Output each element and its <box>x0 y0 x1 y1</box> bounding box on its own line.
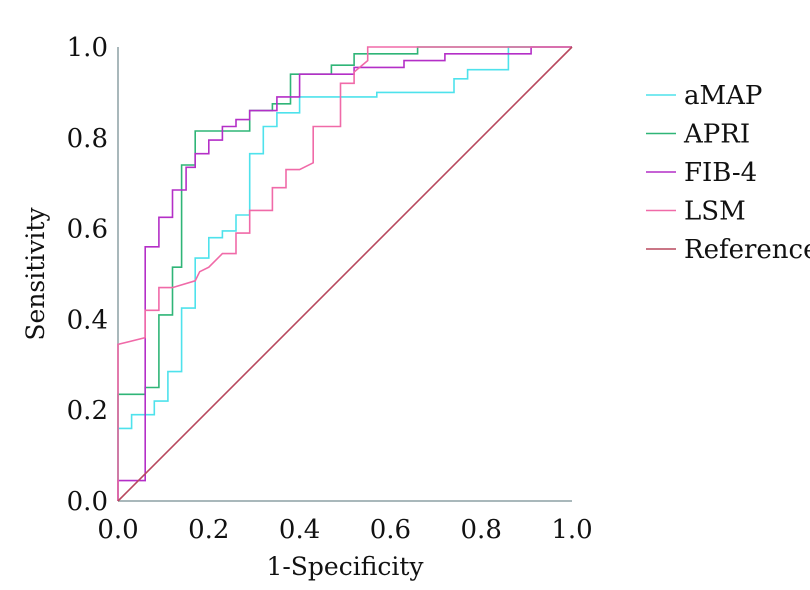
x-tick-label: 0.4 <box>279 515 320 545</box>
plot-lines <box>117 46 573 502</box>
x-tick-label: 1.0 <box>551 515 592 545</box>
legend-label: FIB-4 <box>684 158 757 188</box>
x-tick-label: 0.6 <box>370 515 411 545</box>
y-tick-label: 0.0 <box>67 487 108 517</box>
series-line-apri <box>117 46 572 501</box>
y-tick-label: 1.0 <box>67 33 108 63</box>
x-axis-title: 1-Specificity <box>266 552 424 581</box>
series-line-fib-4 <box>117 46 572 501</box>
y-axis-title: Sensitivity <box>21 207 50 341</box>
y-tick-label: 0.2 <box>67 396 108 426</box>
y-tick-label: 0.8 <box>67 124 108 154</box>
x-tick-label: 0.8 <box>461 515 502 545</box>
y-tick-label: 0.4 <box>67 305 108 335</box>
legend-label: aMAP <box>684 81 762 111</box>
legend: aMAP APRI FIB-4 LSM Reference <box>646 81 810 265</box>
y-tick-labels: 0.0 0.2 0.4 0.6 0.8 1.0 <box>67 33 108 517</box>
series-line-amap <box>117 46 572 501</box>
x-tick-label: 0.0 <box>97 515 138 545</box>
legend-label: Reference <box>684 235 810 265</box>
series-line-lsm <box>117 46 572 501</box>
y-tick-label: 0.6 <box>67 215 108 245</box>
x-tick-labels: 0.0 0.2 0.4 0.6 0.8 1.0 <box>97 515 592 545</box>
legend-label: LSM <box>684 197 746 227</box>
x-tick-label: 0.2 <box>188 515 229 545</box>
series-line-reference <box>117 46 573 502</box>
legend-label: APRI <box>683 120 750 150</box>
